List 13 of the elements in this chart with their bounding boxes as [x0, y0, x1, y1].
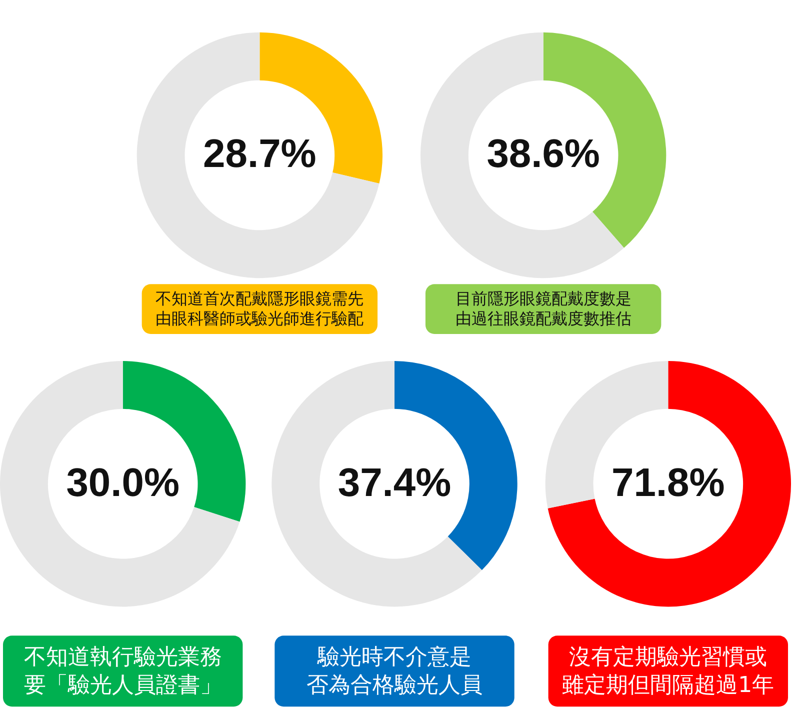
data-label: 37.4%: [338, 460, 452, 505]
data-label: 30.0%: [66, 460, 180, 505]
data-label: 28.7%: [203, 132, 316, 176]
data-label: 38.6%: [486, 132, 600, 176]
text: 不知道首次配戴隱形眼鏡需先由眼科醫師或驗光師進行驗配: [156, 289, 364, 328]
donut-slice: [0, 360, 240, 607]
donut-slice: [548, 360, 791, 607]
text: 不知道執行驗光業務要「驗光人員證書」: [24, 645, 222, 698]
data-label: 71.8%: [612, 460, 725, 505]
text: 驗光時不介意是否為合格驗光人員: [306, 645, 483, 698]
text: 目前隱形眼鏡配戴度數是由過往眼鏡配戴度數推估: [455, 289, 632, 328]
text: 沒有定期驗光習慣或雖定期但間隔超過1年: [562, 645, 774, 698]
donut-slice: [272, 360, 482, 607]
